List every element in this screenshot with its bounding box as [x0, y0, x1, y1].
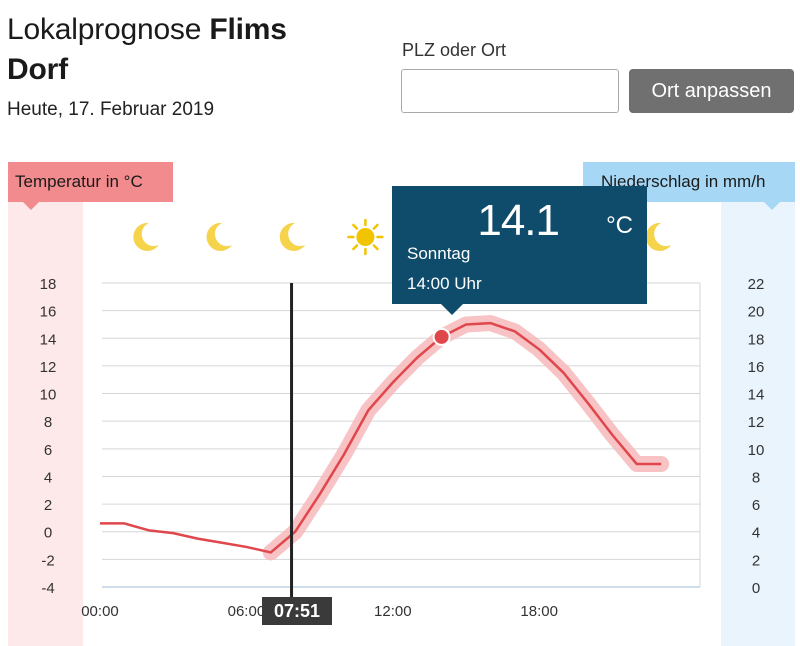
tooltip-time: 14:00 Uhr	[407, 274, 482, 293]
highlighted-data-point	[432, 327, 451, 346]
moon-icon	[645, 222, 672, 251]
y-tick-label: 16	[40, 304, 57, 321]
tooltip-pointer	[441, 304, 463, 315]
sun-icon	[347, 218, 384, 256]
y2-tick-label: 6	[752, 497, 760, 514]
x-tick-label: 18:00	[520, 603, 558, 620]
y-tick-label: 0	[44, 525, 52, 542]
tooltip-temperature-value: 14.1	[477, 196, 560, 245]
y2-tick-label: 8	[752, 469, 760, 486]
y2-tick-label: 14	[748, 387, 765, 404]
moon-icon	[206, 222, 232, 251]
tooltip-day: Sonntag	[407, 244, 471, 263]
y2-tick-label: 0	[752, 580, 760, 597]
y-tick-label: 14	[40, 331, 57, 348]
x-tick-label: 00:00	[81, 603, 119, 620]
moon-icon	[279, 222, 306, 251]
y-tick-label: 10	[40, 387, 57, 404]
y2-tick-label: 16	[748, 359, 765, 376]
moon-icon	[133, 222, 159, 251]
y-tick-label: 2	[44, 497, 52, 514]
precipitation-badge-pointer	[764, 202, 780, 210]
y2-tick-label: 22	[748, 276, 765, 293]
y-tick-label: -2	[41, 552, 54, 569]
temperature-label-badge: Temperatur in °C	[8, 162, 173, 202]
title-prefix: Lokalprognose	[7, 13, 210, 46]
y-tick-label: -4	[41, 580, 54, 597]
forecast-tooltip: 14.1 °C Sonntag 14:00 Uhr	[392, 186, 647, 304]
forecast-date: Heute, 17. Februar 2019	[7, 99, 215, 120]
y-tick-label: 8	[44, 414, 52, 431]
temperature-uncertainty-band	[262, 315, 670, 561]
y-tick-label: 6	[44, 442, 52, 459]
current-time-label: 07:51	[262, 597, 332, 625]
y2-tick-label: 2	[752, 552, 760, 569]
y-tick-label: 12	[40, 359, 57, 376]
y2-tick-label: 12	[748, 414, 765, 431]
location-label: PLZ oder Ort	[402, 40, 507, 60]
change-location-button[interactable]: Ort anpassen	[629, 69, 794, 113]
location-input[interactable]	[401, 69, 619, 113]
x-tick-label: 06:00	[228, 603, 266, 620]
title-location: Flims Dorf	[7, 13, 287, 86]
tooltip-temperature-unit: °C	[606, 212, 633, 239]
temperature-axis-panel	[8, 200, 83, 646]
precipitation-axis-panel	[721, 200, 795, 646]
y2-tick-label: 20	[748, 304, 765, 321]
y2-tick-label: 4	[752, 525, 760, 542]
y-tick-label: 18	[40, 276, 57, 293]
y-tick-label: 4	[44, 469, 52, 486]
y2-tick-label: 18	[748, 331, 765, 348]
page-title: Lokalprognose Flims Dorf	[7, 10, 347, 90]
y2-tick-label: 10	[748, 442, 765, 459]
temperature-series-line	[100, 321, 662, 554]
temperature-badge-pointer	[23, 202, 39, 210]
x-tick-label: 12:00	[374, 603, 412, 620]
